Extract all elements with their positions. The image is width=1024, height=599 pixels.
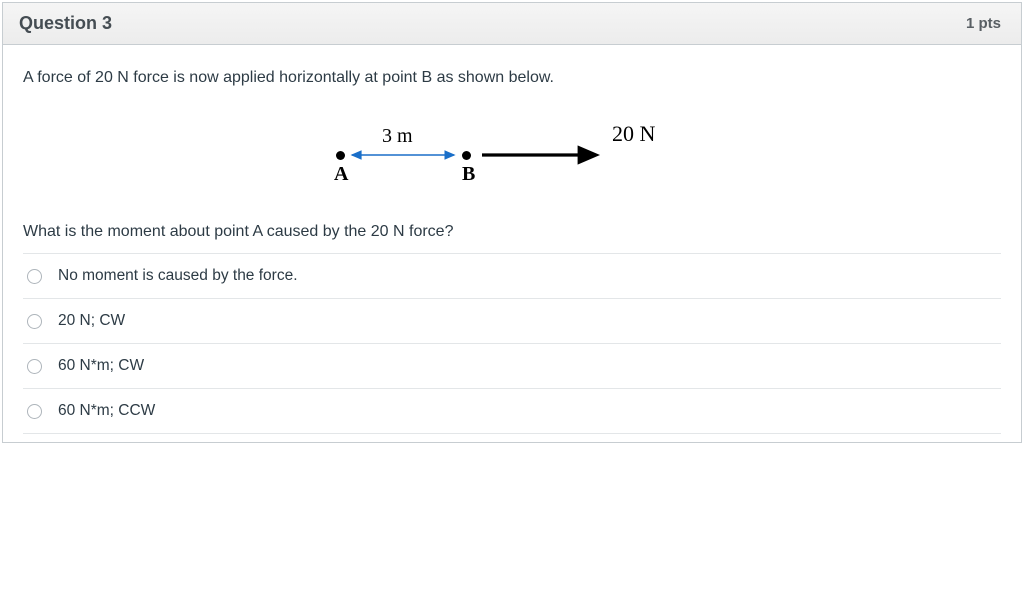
radio-icon	[27, 359, 42, 374]
answer-label: No moment is caused by the force.	[58, 267, 298, 285]
dimension-label: 3 m	[382, 125, 413, 148]
answer-label: 20 N; CW	[58, 312, 125, 330]
radio-icon	[27, 269, 42, 284]
answer-option[interactable]: 60 N*m; CCW	[23, 388, 1001, 434]
question-card: Question 3 1 pts A force of 20 N force i…	[2, 2, 1022, 443]
answer-label: 60 N*m; CCW	[58, 402, 155, 420]
question-title: Question 3	[19, 13, 112, 34]
answer-label: 60 N*m; CW	[58, 357, 144, 375]
point-a-dot	[336, 151, 345, 160]
radio-icon	[27, 314, 42, 329]
question-prompt-1: A force of 20 N force is now applied hor…	[23, 69, 1001, 87]
point-b-dot	[462, 151, 471, 160]
point-b-label: B	[462, 163, 475, 186]
answer-option[interactable]: No moment is caused by the force.	[23, 253, 1001, 298]
answer-list: No moment is caused by the force. 20 N; …	[23, 253, 1001, 434]
question-points: 1 pts	[966, 15, 1001, 32]
force-label: 20 N	[612, 121, 655, 147]
radio-icon	[27, 404, 42, 419]
answer-option[interactable]: 60 N*m; CW	[23, 343, 1001, 388]
force-diagram: A B 3 m 20 N	[322, 115, 702, 195]
diagram-container: A B 3 m 20 N	[23, 115, 1001, 195]
question-body: A force of 20 N force is now applied hor…	[3, 45, 1021, 442]
answer-option[interactable]: 20 N; CW	[23, 298, 1001, 343]
question-header: Question 3 1 pts	[3, 3, 1021, 45]
point-a-label: A	[334, 163, 348, 186]
question-prompt-2: What is the moment about point A caused …	[23, 223, 1001, 241]
